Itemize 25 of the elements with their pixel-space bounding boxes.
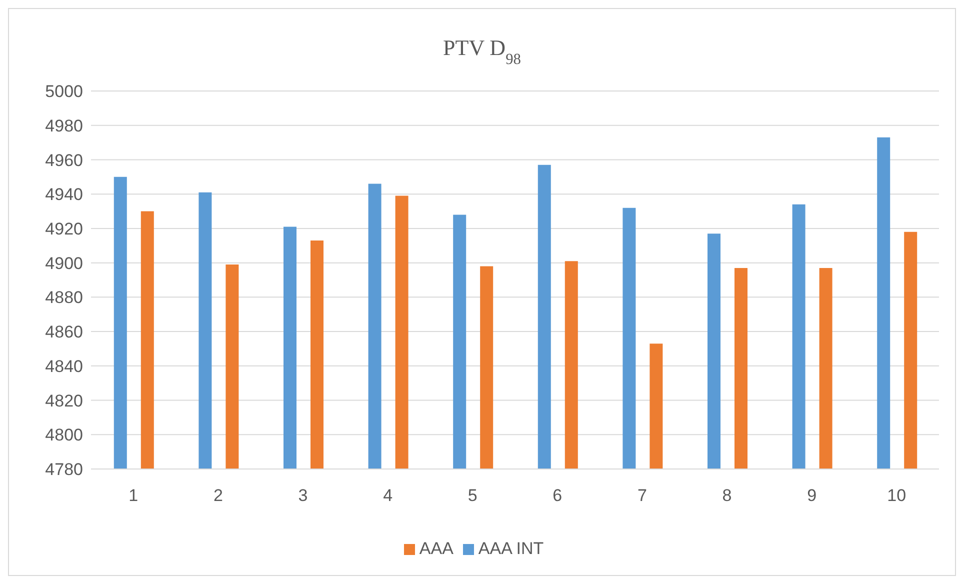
legend-label: AAA INT	[478, 539, 544, 558]
x-tick-label: 6	[552, 486, 562, 506]
y-tick-label: 5000	[45, 82, 83, 102]
x-tick-label: 4	[383, 486, 393, 506]
chart-title: PTV D$_{98}$	[443, 35, 522, 68]
y-tick-label: 4780	[45, 460, 83, 480]
x-tick-label: 7	[637, 486, 647, 506]
y-tick-label: 4980	[45, 116, 83, 136]
y-tick-label: 4920	[45, 219, 83, 238]
legend-label: AAA	[419, 539, 454, 558]
y-tick-label: 4860	[45, 322, 83, 342]
x-tick-label: 3	[298, 486, 308, 506]
y-tick-label: 4800	[45, 426, 83, 445]
x-tick-label: 10	[887, 486, 906, 506]
x-tick-label: 8	[722, 486, 732, 506]
y-tick-label: 4840	[45, 356, 83, 376]
x-tick-label: 2	[213, 486, 223, 506]
y-tick-label: 4880	[45, 288, 83, 308]
x-tick-label: 5	[468, 486, 478, 506]
x-tick-label: 1	[128, 486, 138, 506]
y-tick-label: 4960	[45, 150, 83, 170]
y-tick-label: 4900	[45, 254, 83, 273]
x-tick-label: 9	[807, 486, 817, 506]
y-tick-label: 4940	[45, 185, 83, 204]
y-tick-label: 4820	[45, 391, 83, 410]
